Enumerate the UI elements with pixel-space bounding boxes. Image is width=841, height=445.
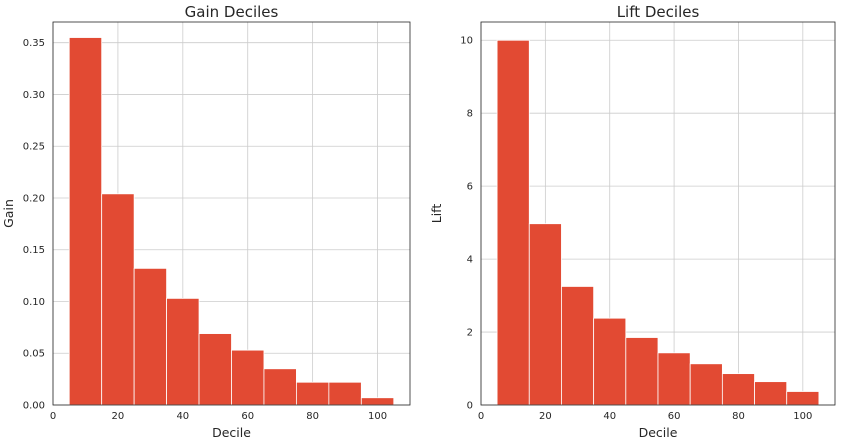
lift-x-tick-label: 0 [478, 411, 484, 422]
gain-chart: 0 20 40 60 80 100 0.00 0.05 0.10 0.15 0.20 0.25 0.30… [1, 3, 411, 440]
lift-x-tick-label: 40 [603, 411, 616, 422]
gain-x-tick-label: 40 [176, 411, 189, 422]
gain-y-axis-label: Gain [1, 199, 16, 228]
gain-ticks: 0 20 40 60 80 100 0.00 0.05 0.10 0.15 0.20 0.25 0.30… [23, 38, 387, 422]
lift-bars [496, 39, 820, 406]
lift-y-tick-label: 10 [460, 36, 473, 47]
gain-y-tick-label: 0.05 [23, 349, 45, 360]
lift-bar-5 [625, 337, 659, 406]
lift-x-tick-label: 60 [668, 411, 681, 422]
gain-x-axis-label: Decile [212, 425, 251, 440]
lift-bar-2 [528, 223, 562, 406]
gain-y-tick-label: 0.25 [23, 142, 45, 153]
lift-bar-9 [754, 381, 788, 406]
lift-ticks: 0 20 40 60 80 100 0 2 4 6 8 10 [460, 36, 812, 422]
gain-bar-4 [166, 297, 200, 406]
lift-bar-4 [593, 317, 627, 406]
gain-y-tick-label: 0.15 [23, 245, 45, 256]
gain-x-tick-label: 60 [241, 411, 254, 422]
lift-y-tick-label: 8 [467, 109, 473, 120]
gain-x-tick-label: 20 [112, 411, 125, 422]
lift-x-tick-label: 100 [793, 411, 812, 422]
lift-plot-frame [480, 21, 836, 406]
gain-bar-8 [296, 381, 330, 406]
gain-chart-title: Gain Deciles [185, 3, 279, 21]
gain-bar-6 [231, 349, 265, 406]
gain-x-tick-label: 100 [368, 411, 387, 422]
lift-y-tick-label: 2 [467, 328, 473, 339]
gain-bar-1 [68, 37, 103, 406]
lift-bar-7 [689, 363, 723, 406]
lift-chart-title: Lift Deciles [617, 3, 700, 21]
lift-bar-3 [561, 286, 595, 406]
lift-y-axis-label: Lift [429, 204, 444, 224]
gain-bar-9 [328, 381, 362, 406]
lift-x-axis-label: Decile [639, 425, 678, 440]
gain-y-tick-label: 0.10 [23, 297, 45, 308]
lift-y-tick-label: 6 [467, 182, 473, 193]
gain-bar-7 [263, 368, 297, 406]
lift-y-tick-label: 0 [467, 401, 473, 412]
gain-bar-2 [101, 193, 135, 406]
gain-bar-5 [198, 333, 232, 406]
gain-plot-frame [52, 21, 411, 406]
gain-x-tick-label: 0 [50, 411, 56, 422]
gain-bar-3 [133, 267, 167, 406]
lift-bar-6 [657, 352, 691, 406]
gain-y-tick-label: 0.20 [23, 193, 45, 204]
gain-y-tick-label: 0.00 [23, 401, 45, 412]
lift-x-tick-label: 80 [732, 411, 745, 422]
gain-x-tick-label: 80 [306, 411, 319, 422]
lift-bar-1 [496, 39, 530, 406]
gain-y-tick-label: 0.35 [23, 38, 45, 49]
gain-bars [68, 37, 395, 406]
gain-y-tick-label: 0.30 [23, 90, 45, 101]
gain-bar-10 [360, 397, 395, 406]
lift-y-tick-label: 4 [467, 255, 473, 266]
lift-x-tick-label: 20 [539, 411, 552, 422]
lift-bar-8 [721, 373, 755, 406]
lift-bar-10 [786, 391, 820, 406]
